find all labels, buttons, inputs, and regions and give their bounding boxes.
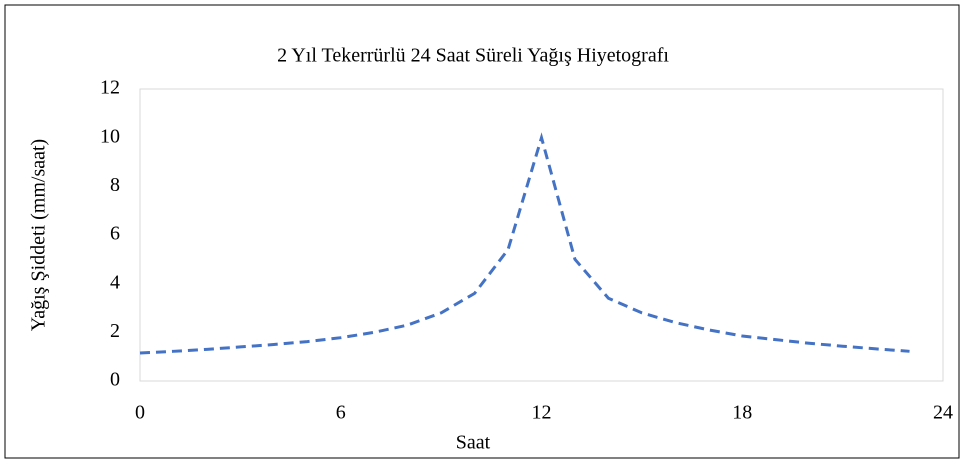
y-axis-label: Yağış Şiddeti (mm/saat): [28, 139, 50, 331]
y-tick-label: 4: [110, 271, 120, 293]
y-tick-label: 8: [110, 174, 120, 196]
x-tick-label: 0: [135, 402, 145, 424]
chart-border: [4, 4, 960, 459]
x-axis-label: Saat: [456, 432, 491, 454]
plot-border: [139, 88, 944, 382]
y-tick-label: 6: [110, 223, 120, 245]
x-tick-label: 18: [732, 402, 752, 424]
y-tick-label: 2: [110, 320, 120, 342]
y-tick-label: 0: [110, 369, 120, 391]
y-tick-label: 12: [100, 77, 120, 99]
x-tick-label: 12: [532, 402, 552, 424]
x-tick-label: 6: [336, 402, 346, 424]
chart-title: 2 Yıl Tekerrürlü 24 Saat Süreli Yağış Hi…: [277, 45, 669, 67]
x-tick-label: 24: [933, 402, 953, 424]
y-tick-label: 10: [100, 125, 120, 147]
data-line: [139, 132, 910, 355]
